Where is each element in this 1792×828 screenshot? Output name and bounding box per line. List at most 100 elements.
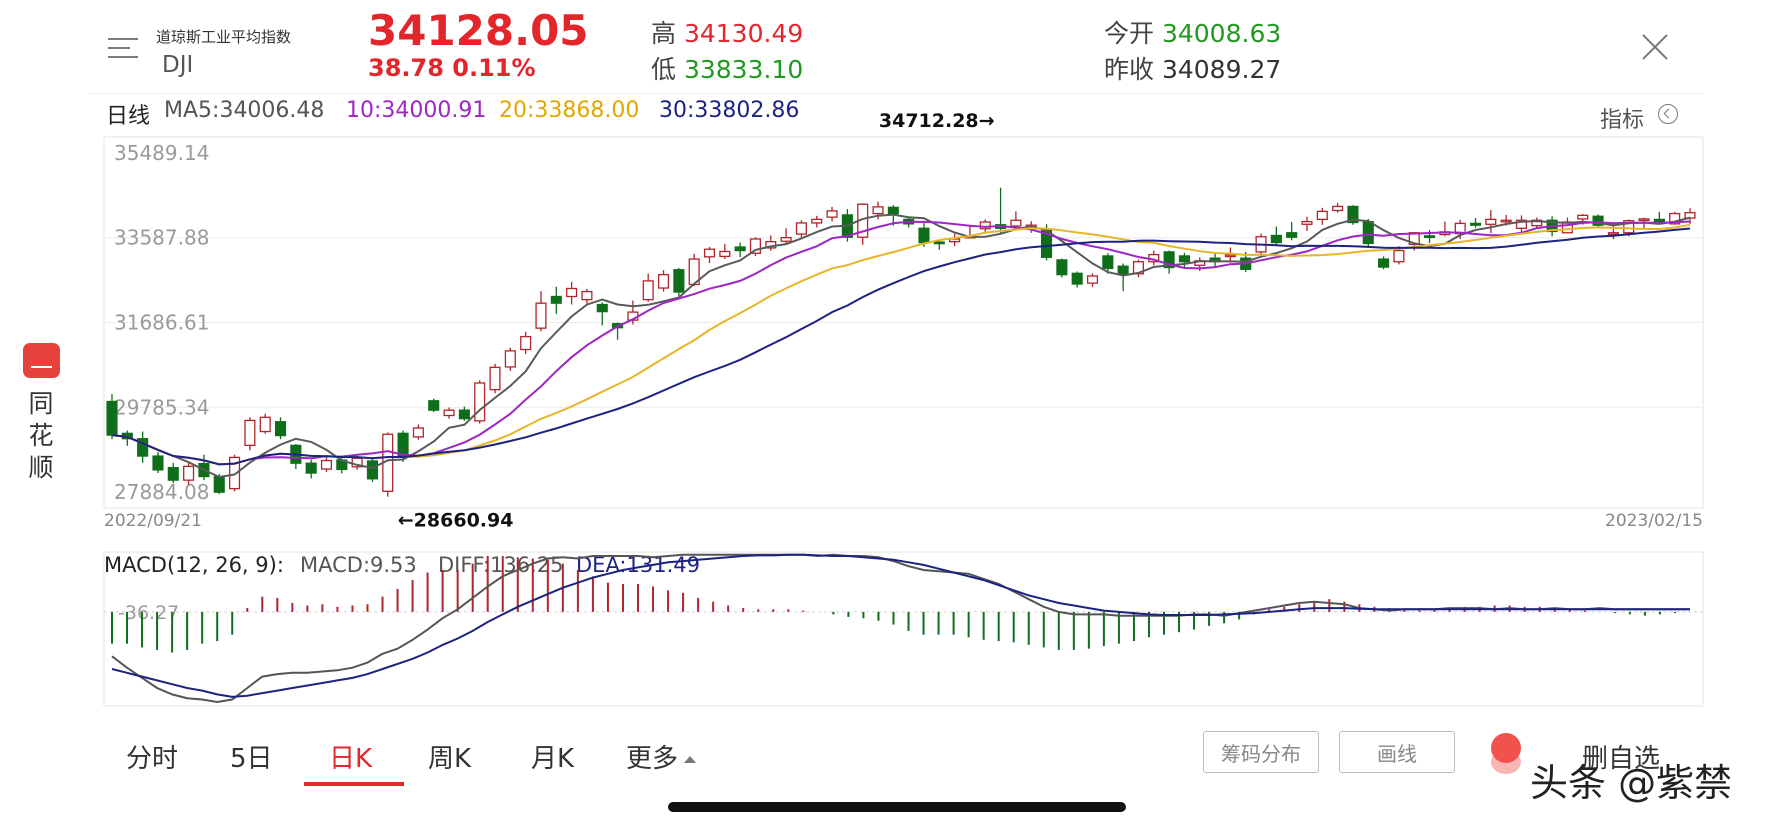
candle-down bbox=[366, 460, 378, 480]
candle-up bbox=[719, 250, 731, 258]
candle-down bbox=[918, 227, 930, 244]
tab-more[interactable]: 更多 bbox=[626, 738, 697, 775]
candle-down bbox=[1117, 265, 1129, 275]
side-badge-label[interactable]: 同花顺 bbox=[28, 389, 54, 482]
candle-up bbox=[259, 416, 271, 433]
y-tick-label: 31686.61 bbox=[114, 311, 209, 335]
candle-down bbox=[1270, 234, 1282, 244]
kline-chart[interactable]: 35489.14 33587.88 31686.61 29785.34 27884.08… bbox=[0, 0, 1792, 720]
candle-up bbox=[1684, 212, 1696, 219]
candle-down bbox=[734, 246, 746, 252]
price-change: 38.78 0.11% bbox=[368, 54, 536, 82]
candle-down bbox=[305, 462, 317, 474]
candle-down bbox=[1163, 251, 1175, 269]
candle-up bbox=[244, 419, 256, 447]
candle-up bbox=[183, 465, 195, 481]
stock-name-cn: 道琼斯工业平均指数 bbox=[156, 28, 292, 46]
candle-down bbox=[550, 295, 562, 304]
ths-logo-icon[interactable] bbox=[23, 343, 60, 378]
candle-up bbox=[780, 237, 792, 242]
y-tick-label: 35489.14 bbox=[114, 141, 209, 165]
candle-up bbox=[1515, 219, 1528, 229]
home-indicator bbox=[668, 802, 1126, 812]
candle-down bbox=[1469, 222, 1482, 226]
candle-down bbox=[1378, 258, 1390, 268]
candle-up bbox=[703, 248, 716, 258]
candle-up bbox=[1086, 275, 1099, 284]
x-end-label: 2023/02/15 bbox=[1605, 511, 1703, 531]
candle-up bbox=[1454, 222, 1466, 235]
ma30-line bbox=[111, 227, 1691, 466]
candle-down bbox=[1178, 255, 1190, 263]
annotation-low: ←28660.94 bbox=[398, 510, 514, 532]
candle-up bbox=[1623, 220, 1635, 234]
candle-up bbox=[1010, 219, 1022, 227]
active-tab-indicator bbox=[304, 782, 404, 786]
period-label: 日线 bbox=[106, 104, 151, 129]
macd-value-label: MACD:9.53 bbox=[300, 553, 417, 577]
tab-weekly-k[interactable]: 周K bbox=[428, 744, 472, 774]
low-row: 低 33833.10 bbox=[651, 50, 803, 86]
candle-up bbox=[826, 210, 838, 218]
tab-5day[interactable]: 5日 bbox=[230, 744, 273, 774]
macd-title: MACD(12, 26, 9): bbox=[104, 553, 284, 577]
ma30-legend: 30:33802.86 bbox=[659, 98, 800, 123]
candle-down bbox=[1071, 272, 1083, 285]
tab-intraday[interactable]: 分时 bbox=[126, 744, 179, 774]
candle-up bbox=[229, 456, 241, 490]
ma20-line bbox=[111, 223, 1691, 466]
candle-up bbox=[535, 302, 547, 329]
candle-up bbox=[1224, 254, 1236, 258]
watermark: 头条 @紫禁 bbox=[1530, 761, 1733, 805]
candle-down bbox=[596, 303, 608, 313]
candle-up bbox=[581, 290, 593, 301]
caret-up-icon bbox=[684, 756, 697, 763]
diff-label: DIFF:136.25 bbox=[438, 553, 563, 577]
remove-favorite-button[interactable]: 删自选 bbox=[1582, 744, 1661, 774]
favorite-dot-icon[interactable] bbox=[1491, 733, 1521, 763]
candle-up bbox=[566, 287, 578, 298]
candle-down bbox=[673, 269, 685, 293]
candle-down bbox=[213, 475, 225, 493]
candle-up bbox=[1577, 214, 1589, 220]
menu-icon[interactable] bbox=[108, 34, 138, 64]
candle-down bbox=[106, 400, 118, 436]
high-row: 高 34130.49 bbox=[651, 14, 803, 50]
candle-up bbox=[1638, 218, 1650, 222]
prev-close-value: 34089.27 bbox=[1161, 55, 1282, 84]
high-value: 34130.49 bbox=[683, 19, 804, 48]
ma10-line bbox=[111, 220, 1691, 466]
y-tick-label: 29785.34 bbox=[114, 395, 209, 419]
indicator-button[interactable]: 指标 bbox=[1600, 108, 1645, 133]
ma20-legend: 20:33868.00 bbox=[499, 98, 640, 123]
candle-down bbox=[152, 455, 164, 471]
candle-down bbox=[887, 206, 899, 215]
candle-up bbox=[412, 427, 424, 438]
ma5-legend: MA5:34006.48 bbox=[164, 98, 325, 123]
draw-line-button[interactable]: 画线 bbox=[1339, 731, 1455, 773]
candle-down bbox=[1424, 235, 1436, 239]
low-label: 低 bbox=[651, 55, 677, 84]
low-value: 33833.10 bbox=[683, 55, 804, 84]
candle-up bbox=[795, 222, 807, 235]
candle-up bbox=[1500, 219, 1512, 223]
open-label: 今开 bbox=[1104, 19, 1155, 48]
candle-up bbox=[474, 382, 486, 422]
candle-down bbox=[933, 241, 945, 245]
candle-up bbox=[489, 366, 501, 391]
ma5-line bbox=[111, 213, 1691, 479]
collapse-icon[interactable] bbox=[1658, 104, 1678, 124]
candle-up bbox=[1485, 218, 1497, 225]
open-row: 今开 34008.63 bbox=[1104, 14, 1281, 50]
candle-down bbox=[274, 421, 287, 437]
tab-monthly-k[interactable]: 月K bbox=[531, 744, 575, 774]
tab-daily-k[interactable]: 日K bbox=[329, 744, 373, 774]
candle-up bbox=[657, 274, 670, 289]
chips-distribution-button[interactable]: 筹码分布 bbox=[1203, 731, 1319, 773]
candle-down bbox=[1653, 218, 1665, 223]
candle-up bbox=[320, 459, 333, 470]
ma10-legend: 10:34000.91 bbox=[346, 98, 487, 123]
prev-close-row: 昨收 34089.27 bbox=[1104, 50, 1281, 86]
x-start-label: 2022/09/21 bbox=[104, 511, 202, 531]
macd-panel-frame bbox=[103, 551, 1704, 707]
